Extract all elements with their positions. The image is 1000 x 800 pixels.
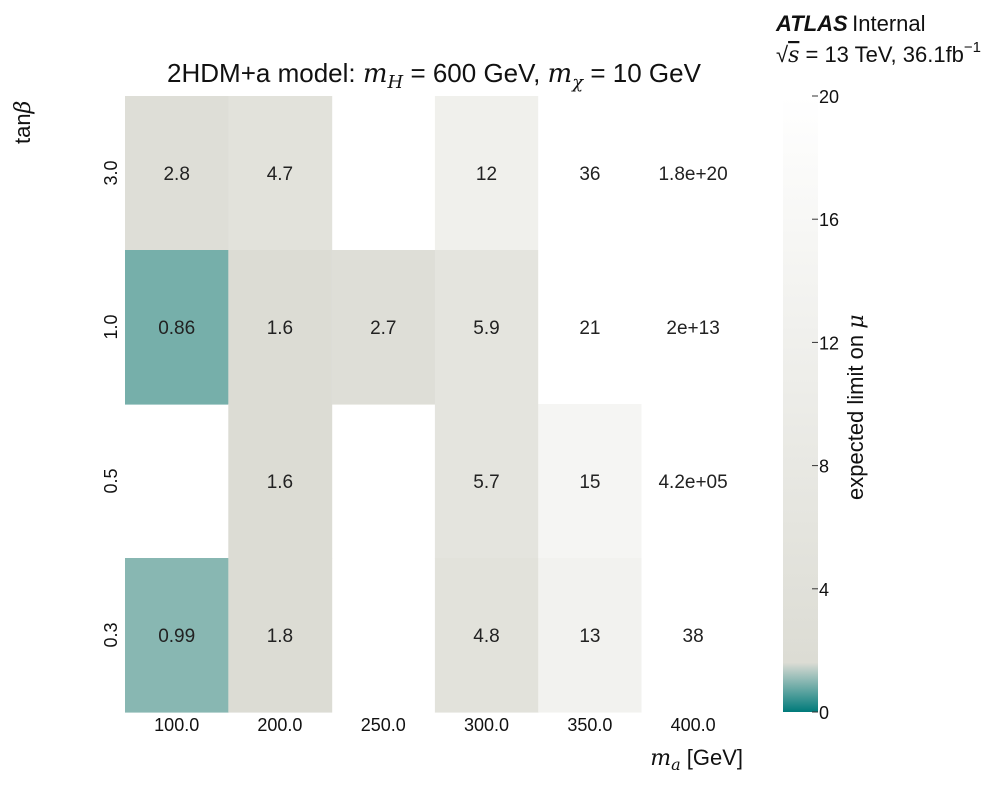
x-axis-sub: a xyxy=(671,755,681,774)
title-mchi-symbol: m xyxy=(548,59,573,89)
cell-value-label: 36 xyxy=(579,164,600,185)
x-tick-label: 400.0 xyxy=(671,715,716,735)
x-tick-label: 250.0 xyxy=(361,715,406,735)
colorbar-tick-label: 16 xyxy=(819,210,839,230)
heatmap-cell xyxy=(228,558,333,713)
x-axis-label: ma [GeV] xyxy=(650,745,743,774)
atlas-status: Internal xyxy=(852,11,925,36)
heatmap-cell xyxy=(538,250,643,405)
y-tick-label: 3.0 xyxy=(101,160,121,185)
heatmap-cell xyxy=(538,558,643,713)
x-tick-label: 300.0 xyxy=(464,715,509,735)
title-mchi-sub: χ xyxy=(570,72,584,93)
cell-value-label: 0.86 xyxy=(158,318,195,339)
heatmap-cell xyxy=(641,250,746,405)
y-tick-label: 0.3 xyxy=(101,622,121,647)
colorbar-label: expected limit on μ xyxy=(843,314,869,500)
y-tick-labels: 3.0 1.0 0.5 0.3 xyxy=(101,160,121,647)
heatmap-cell xyxy=(228,96,333,251)
y-tick-label: 1.0 xyxy=(101,314,121,339)
cell-value-label: 15 xyxy=(579,472,600,493)
lumi-exponent: −1 xyxy=(964,39,981,56)
y-axis-label: tanβ xyxy=(10,101,36,144)
atlas-label: ATLAS Internal xyxy=(775,11,926,36)
heatmap-cells: 2.8 4.7 12 36 1.8e+20 0.86 1.6 2.7 5.9 21 2e+13 1.6… xyxy=(125,96,746,713)
heatmap-cell xyxy=(434,96,539,251)
colorbar-label-symbol: μ xyxy=(844,314,869,328)
colorbar-tick-label: 20 xyxy=(819,87,839,107)
heatmap-cell xyxy=(641,558,746,713)
x-axis-symbol: m xyxy=(650,746,671,771)
heatmap-cell xyxy=(125,96,229,251)
title-mh-sub: H xyxy=(387,72,404,93)
cell-value-label: 13 xyxy=(579,626,600,647)
colorbar xyxy=(783,96,818,712)
colorbar-tick-label: 4 xyxy=(819,580,829,600)
cell-value-label: 5.9 xyxy=(473,318,499,339)
heatmap-cell xyxy=(434,250,539,405)
title-mchi-value: = 10 GeV xyxy=(583,58,701,88)
colorbar-ticks: 0 4 8 12 16 20 xyxy=(812,87,839,723)
y-axis-symbol: β xyxy=(11,101,36,115)
cell-value-label: 2.8 xyxy=(163,164,189,185)
cell-value-label: 2.7 xyxy=(370,318,396,339)
heatmap-cell xyxy=(434,404,539,559)
heatmap-cell xyxy=(228,250,333,405)
cell-value-label: 0.99 xyxy=(158,626,195,647)
x-tick-label: 350.0 xyxy=(567,715,612,735)
x-tick-label: 200.0 xyxy=(257,715,302,735)
colorbar-tick-label: 0 xyxy=(819,703,829,723)
cell-value-label: 2e+13 xyxy=(666,318,719,339)
x-axis-unit: [GeV] xyxy=(681,745,743,770)
title-mh-value: = 600 GeV, xyxy=(403,58,547,88)
heatmap-cell xyxy=(641,404,746,559)
energy-value: = 13 TeV, 36.1fb xyxy=(799,42,964,67)
cell-value-label: 38 xyxy=(683,626,704,647)
heatmap-cell xyxy=(228,404,333,559)
x-tick-labels: 100.0 200.0 250.0 300.0 350.0 400.0 xyxy=(154,715,715,735)
energy-label: √s = 13 TeV, 36.1fb−1 xyxy=(776,39,981,68)
cell-value-label: 4.7 xyxy=(267,164,293,185)
title-prefix: 2HDM+a model: xyxy=(167,58,363,88)
colorbar-label-text: expected limit on xyxy=(843,329,868,500)
cell-value-label: 4.8 xyxy=(473,626,499,647)
heatmap-cell xyxy=(641,96,746,251)
heatmap-cell xyxy=(125,250,229,405)
x-tick-label: 100.0 xyxy=(154,715,199,735)
heatmap-cell xyxy=(125,558,229,713)
heatmap-cell xyxy=(538,96,643,251)
cell-value-label: 1.6 xyxy=(267,318,293,339)
energy-sqrt: √ xyxy=(776,42,789,67)
y-tick-label: 0.5 xyxy=(101,468,121,493)
cell-value-label: 21 xyxy=(579,318,600,339)
cell-value-label: 1.8 xyxy=(267,626,293,647)
cell-value-label: 5.7 xyxy=(473,472,499,493)
y-axis-prefix: tan xyxy=(10,113,35,144)
heatmap-cell xyxy=(538,404,643,559)
cell-value-label: 4.2e+05 xyxy=(658,472,727,493)
heatmap-cell xyxy=(331,250,436,405)
cell-value-label: 1.6 xyxy=(267,472,293,493)
atlas-name: ATLAS xyxy=(775,11,848,36)
cell-value-label: 12 xyxy=(476,164,497,185)
colorbar-tick-label: 8 xyxy=(819,457,829,477)
cell-value-label: 1.8e+20 xyxy=(658,164,727,185)
chart-title: 2HDM+a model: mH = 600 GeV, mχ = 10 GeV xyxy=(167,58,702,93)
heatmap-cell xyxy=(434,558,539,713)
title-mh-symbol: m xyxy=(363,59,388,89)
energy-var: s xyxy=(788,43,799,68)
colorbar-tick-label: 12 xyxy=(819,333,839,353)
